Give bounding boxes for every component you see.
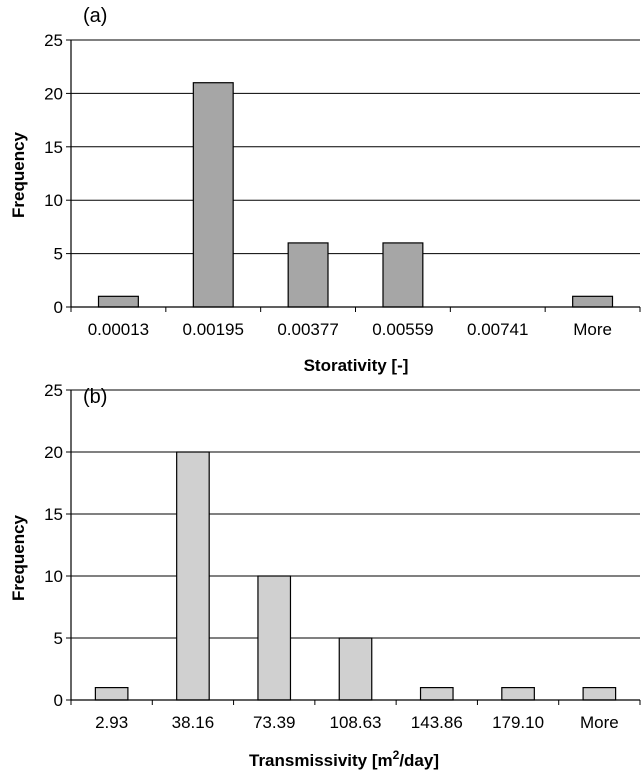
x-category-label: 38.16: [172, 713, 215, 732]
y-tick-labels-b: 0 5 10 15 20 25: [44, 381, 63, 710]
histogram-bar: [382, 242, 424, 308]
x-category-label: 0.00741: [467, 320, 528, 339]
transmissivity-chart-svg: (b) 0 5 10 15 20 25 2.93 38.16 73.39 108.63 143.8…: [9, 381, 641, 770]
y-tick-label: 20: [44, 443, 63, 462]
x-category-label: 0.00377: [277, 320, 338, 339]
x-tick-labels-a: 0.00013 0.00195 0.00377 0.00559 0.00741 More: [88, 320, 612, 339]
axes-a: [66, 39, 641, 312]
axes-b: [66, 389, 641, 705]
x-axis-title-b: Transmissivity [m2/day]: [249, 748, 439, 770]
histogram-bar: [94, 687, 129, 701]
y-tick-label: 25: [44, 31, 63, 50]
y-tick-label: 0: [54, 298, 63, 317]
x-category-label: 179.10: [492, 713, 544, 732]
y-tick-label: 5: [54, 629, 63, 648]
histogram-bar: [419, 687, 454, 701]
bars-a: [97, 82, 614, 308]
histogram-bar: [582, 687, 617, 701]
histogram-bar: [176, 451, 210, 701]
histogram-bar: [338, 637, 373, 701]
y-tick-label: 25: [44, 381, 63, 400]
histogram-bar: [501, 687, 535, 701]
x-category-label: 0.00013: [88, 320, 149, 339]
y-tick-label: 20: [44, 84, 63, 103]
y-tick-label: 15: [44, 138, 63, 157]
y-tick-label: 0: [54, 691, 63, 710]
bars-b: [94, 451, 617, 701]
y-tick-label: 15: [44, 505, 63, 524]
histogram-bar: [572, 295, 614, 308]
histogram-bar: [192, 82, 234, 308]
histogram-bar: [287, 242, 329, 308]
x-axis-title-a: Storativity [-]: [304, 356, 409, 375]
y-tick-labels-a: 0 5 10 15 20 25: [44, 31, 63, 317]
x-category-label: More: [573, 320, 612, 339]
x-category-label: 2.93: [95, 713, 128, 732]
x-category-label: 73.39: [253, 713, 296, 732]
y-tick-label: 10: [44, 567, 63, 586]
histogram-bar: [97, 295, 139, 308]
gridlines-a: [71, 39, 640, 255]
x-category-label: 143.86: [411, 713, 463, 732]
histogram-storativity: (a) 0 5 10 15 20 25 0.00013 0.00195 0.00377 0.00…: [0, 0, 643, 380]
y-axis-title-b: Frequency: [9, 514, 28, 601]
x-category-label: 108.63: [330, 713, 382, 732]
gridlines-b: [71, 389, 640, 639]
panel-label-b: (b): [83, 386, 107, 408]
x-category-label: 0.00195: [183, 320, 244, 339]
x-tick-labels-b: 2.93 38.16 73.39 108.63 143.86 179.10 More: [95, 713, 619, 732]
y-tick-label: 10: [44, 191, 63, 210]
histogram-transmissivity: (b) 0 5 10 15 20 25 2.93 38.16 73.39 108.63 143.8…: [0, 380, 643, 773]
panel-label-a: (a): [83, 5, 107, 27]
x-category-label: 0.00559: [372, 320, 433, 339]
y-axis-title-a: Frequency: [9, 131, 28, 218]
x-category-label: More: [580, 713, 619, 732]
y-tick-label: 5: [54, 245, 63, 264]
histogram-bar: [257, 575, 292, 701]
